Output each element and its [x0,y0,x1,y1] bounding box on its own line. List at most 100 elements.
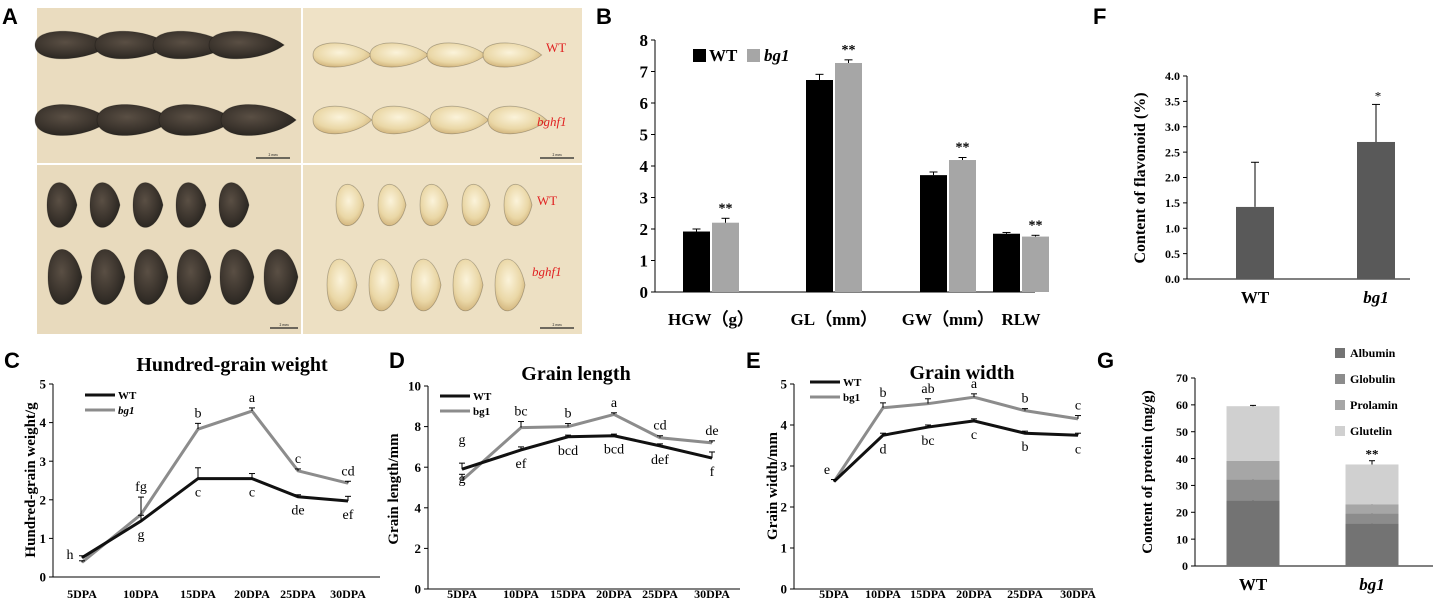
chart-c-legend-label-wt: WT [118,390,137,402]
chart-c-significance-letter: b [195,406,202,421]
photo-label-wt-top: WT [546,40,566,55]
seed [419,184,449,226]
chart-b-significance: ** [842,43,856,58]
chart-e-xtick-label: 30DPA [1060,587,1096,601]
seed [461,184,491,226]
chart-g-ytick-label: 0 [1182,559,1188,573]
chart-c-xtick-label: 5DPA [67,587,97,601]
chart-c-xtick-label: 10DPA [123,587,159,601]
chart-e-legend-label-wt: WT [843,377,862,389]
chart-b-bar-bg1 [949,160,976,292]
chart-g-ytick-label: 50 [1176,425,1188,439]
chart-b-ytick-label: 3 [640,188,649,207]
chart-d-significance-letter: ef [516,457,527,472]
chart-g-legend-swatch-albumin [1335,348,1345,358]
chart-c-line-wt [81,477,349,559]
chart-c-ytick-label: 1 [40,531,47,546]
chart-e-significance-letter: bc [921,434,934,449]
chart-b-category-label: RLW [1001,310,1040,329]
chart-b-category-label: GW（mm） [902,309,995,329]
chart-b-category-label: HGW（g） [668,309,754,329]
chart-e-legend-label-bg1: bg1 [843,392,860,404]
chart-d-title: Grain length [521,363,630,385]
chart-b-ytick-label: 0 [640,283,649,302]
chart-c-ytick-label: 2 [40,492,47,507]
chart-b-significance: ** [1029,218,1043,233]
chart-g-segment-glutelin [1226,406,1280,461]
chart-c-significance-letter: c [195,486,201,501]
seed [176,249,212,305]
chart-c-xtick-label: 25DPA [280,587,316,601]
chart-g-significance: ** [1366,446,1379,461]
chart-g-legend-swatch-glutelin [1335,426,1345,436]
chart-b-ytick-label: 2 [640,220,649,239]
chart-f-y-axis-title: Content of flavonoid (%) [1132,92,1149,263]
chart-f-flavonoid: 0.0 0.5 1.0 1.5 2.0 2.5 3.0 3.5 4.0 WT * bg1 Content… [1132,69,1410,307]
chart-b-bar-wt [920,175,947,292]
chart-g-legend-label-globulin: Globulin [1350,372,1396,386]
chart-d-ytick-label: 10 [408,379,421,394]
chart-c-xtick-label: 30DPA [330,587,366,601]
chart-b-bar-wt [806,80,833,292]
seed [218,182,250,228]
chart-d-xtick-label: 15DPA [550,587,586,601]
chart-b-bar-bg1 [835,62,862,293]
chart-c-significance-letter: h [67,548,74,563]
chart-f-ytick-label: 3.5 [1165,95,1180,109]
chart-g-legend-swatch-prolamin [1335,400,1345,410]
chart-f-category-label: WT [1241,288,1270,307]
panel-letter-g: G [1097,348,1114,373]
seed [132,182,164,228]
chart-d-legend-label-wt: WT [473,391,492,403]
chart-g-category-label: WT [1239,575,1268,594]
seed [90,249,126,305]
chart-f-ytick-label: 2.5 [1165,145,1180,159]
chart-g-segment-albumin [1226,500,1280,566]
chart-g-legend-label-prolamin: Prolamin [1350,398,1398,412]
seed [208,30,285,60]
chart-c-significance-letter: a [249,391,256,406]
chart-e-ytick-label: 1 [781,541,788,556]
chart-g-legend-label-albumin: Albumin [1350,346,1396,360]
chart-b-legend-label-bg1: bg1 [764,46,790,65]
chart-b-legend-swatch-wt [693,49,706,62]
seed [503,184,533,226]
chart-e-significance-letter: d [880,442,887,457]
scale-bar-2-text: 2 mm [552,152,562,157]
chart-f-bar-wt [1236,206,1274,279]
chart-e-significance-letter: c [1075,442,1081,457]
chart-d-line-bg1 [460,412,713,482]
chart-e-significance-letter: c [971,428,977,443]
chart-d-ytick-label: 0 [415,582,422,597]
chart-c-legend-label-bg1: bg1 [118,405,135,417]
chart-e-line-bg1 [832,395,1079,483]
chart-f-ytick-label: 3.0 [1165,120,1180,134]
chart-e-title: Grain width [909,362,1014,384]
chart-d-ytick-label: 4 [415,500,422,515]
seed-photo-panel: WT bghf1 WT bghf1 2 mm 2 mm 2 mm 2 mm [34,8,582,334]
chart-e-ytick-label: 3 [781,459,788,474]
seed [263,249,299,305]
photo-quadrant-top-right [302,8,582,164]
chart-d-xtick-label: 5DPA [447,587,477,601]
chart-c-ytick-label: 0 [40,570,47,585]
seed [46,182,78,228]
chart-e-xtick-label: 10DPA [865,587,901,601]
chart-c-significance-letter: ef [343,508,354,523]
scale-bar-3: 2 mm [270,322,298,329]
seed [377,184,407,226]
chart-c-xtick-label: 20DPA [234,587,270,601]
seed [335,184,365,226]
chart-d-significance-letter: cd [653,419,666,434]
panel-letter-d: D [389,348,405,373]
chart-c-significance-letter: c [295,452,301,467]
chart-f-ytick-label: 2.0 [1165,171,1180,185]
chart-g-y-axis-title: Content of protein (mg/g) [1140,390,1156,553]
chart-d-xtick-label: 10DPA [503,587,539,601]
scale-bar-1: 2 mm [256,152,290,159]
panel-letter-f: F [1093,4,1106,29]
chart-d-significance-letter: bc [514,405,527,420]
chart-d-ytick-label: 2 [415,541,422,556]
